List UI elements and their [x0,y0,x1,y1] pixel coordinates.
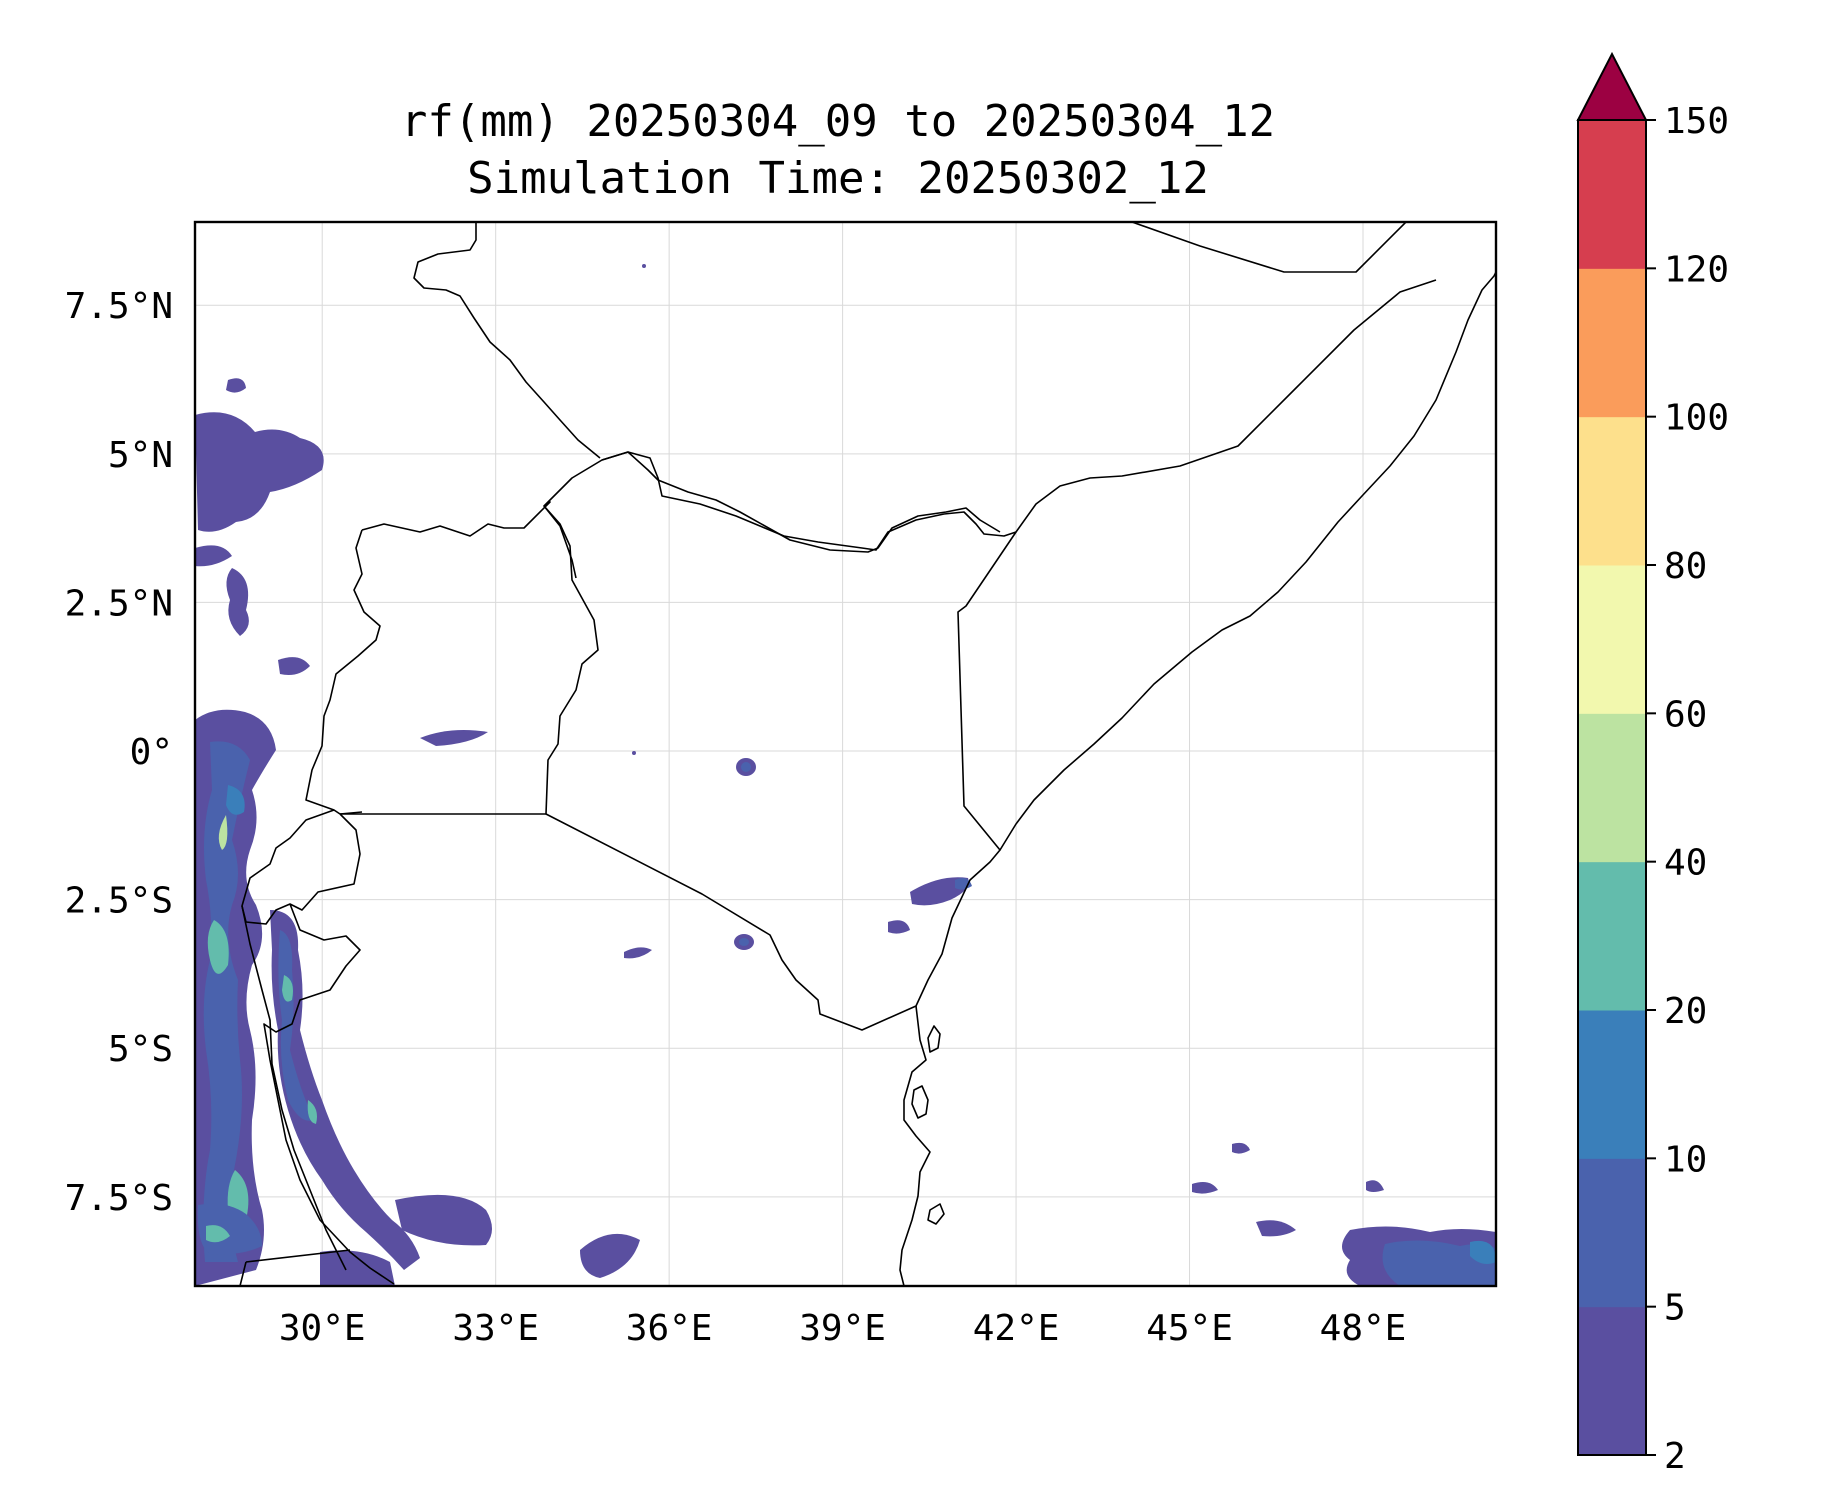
x-tick-label: 45°E [1146,1308,1233,1349]
colorbar-tick-label: 2 [1664,1436,1686,1477]
y-tick-label: 0° [130,732,173,773]
coastline-tanzania [899,1005,931,1286]
map-panel [193,220,1498,1288]
colorbar-tick-label: 5 [1664,1288,1686,1329]
x-tick-label: 39°E [799,1308,886,1349]
y-tick-label: 7.5°S [65,1178,173,1219]
colorbar-tick-label: 120 [1664,249,1729,290]
island-mafia [927,1203,945,1225]
colorbar-band [1578,416,1646,566]
border-tanganyika-west [241,905,347,1271]
coastline-somalia [999,271,1496,851]
rain-area-west [195,709,276,1286]
border-south-sudan-ethiopia [543,451,1001,579]
colorbar-band [1578,268,1646,418]
y-tick-label: 7.5°N [65,286,173,327]
x-tick-label: 30°E [279,1308,366,1349]
colorbar-tick-label: 80 [1664,546,1707,587]
map-frame [193,220,1498,1288]
border-ethiopia-somalia [1015,222,1437,533]
colorbar-band [1578,565,1646,714]
colorbar-tick-label: 60 [1664,694,1707,735]
rain-area-coast [888,877,972,934]
colorbar-tick-label: 20 [1664,991,1707,1032]
x-tick-label: 33°E [452,1308,539,1349]
title-line-1: rf(mm) 20250304_09 to 20250304_12 [401,96,1275,147]
y-tick-label: 5°N [108,435,173,476]
colorbar-band [1578,1306,1646,1456]
rain-area-kenya-highlands [420,264,756,959]
border-uganda-west [305,501,551,815]
colorbar-band [1578,1010,1646,1159]
country-borders [239,222,1496,1286]
rainfall-field [195,264,1496,1286]
gridlines [195,222,1496,1286]
colorbar-band [1578,120,1646,269]
border-kenya [543,451,1017,1031]
border-south-sudan-north [413,222,601,459]
colorbar-tick-label: 150 [1664,101,1729,142]
y-tick-label: 2.5°S [65,881,173,922]
rain-area-north-west [195,378,324,675]
colorbar-band [1578,713,1646,863]
rain-area-tanganyika [270,910,640,1286]
y-tick-label: 5°S [108,1029,173,1070]
y-tick-label: 2.5°N [65,583,173,624]
colorbar-band [1578,861,1646,1011]
colorbar-band [1578,1158,1646,1308]
x-tick-label: 42°E [973,1308,1060,1349]
colorbar-extend-arrow [1576,51,1648,121]
border-drc-rwanda-burundi [241,809,395,1285]
x-axis-ticks: 30°E 33°E 36°E 39°E 42°E 45°E 48°E [279,1308,1407,1349]
colorbar-frame [1577,119,1647,1456]
y-axis-ticks: 7.5°N 5°N 2.5°N 0° 2.5°S 5°S 7.5°S [65,286,173,1219]
x-tick-label: 36°E [626,1308,713,1349]
colorbar-ticks: 2 5 10 20 40 60 80 100 120 150 [1646,101,1729,1477]
border-zambia [239,1249,351,1286]
map-background [195,222,1496,1286]
lake-victoria-shore [339,811,363,815]
island-zanzibar [911,1085,929,1119]
x-tick-label: 48°E [1320,1308,1407,1349]
title-line-2: Simulation Time: 20250302_12 [467,153,1209,204]
colorbar-bands [1578,120,1646,1456]
colorbar-tick-label: 100 [1664,398,1729,439]
colorbar-tick-label: 10 [1664,1139,1707,1180]
colorbar: 2 5 10 20 40 60 80 100 120 150 [1576,51,1729,1477]
island-pemba [927,1025,941,1053]
colorbar-tick-label: 40 [1664,843,1707,884]
rain-area-ocean [1192,1142,1496,1286]
